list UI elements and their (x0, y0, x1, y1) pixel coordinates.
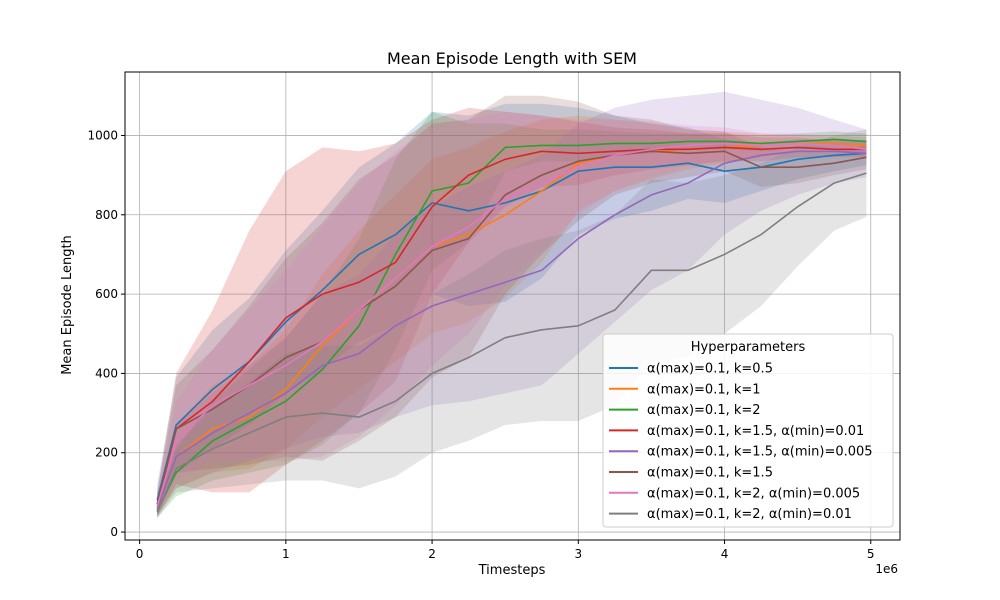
legend-title: Hyperparameters (691, 340, 806, 355)
x-axis-ticks: 0 1 2 3 4 5 (136, 540, 875, 561)
legend-label-7: α(max)=0.1, k=2, α(min)=0.005 (647, 486, 860, 501)
y-tick-label: 0 (110, 525, 118, 539)
x-tick-label: 2 (428, 547, 436, 561)
series-line-4 (156, 146, 867, 505)
y-tick-label: 400 (95, 366, 118, 380)
sem-band-3 (157, 111, 867, 519)
series-line-1 (156, 152, 867, 501)
sem-band-8 (157, 129, 867, 519)
legend-label-6: α(max)=0.1, k=1.5 (647, 466, 773, 481)
y-tick-label: 800 (95, 208, 118, 222)
series-line-8 (156, 172, 867, 513)
legend-label-5: α(max)=0.1, k=1.5, α(min)=0.005 (647, 445, 873, 460)
x-tick-label: 0 (136, 547, 144, 561)
y-tick-label: 600 (95, 287, 118, 301)
legend-items: α(max)=0.1, k=0.5 α(max)=0.1, k=1 α(max)=0… (609, 362, 873, 522)
legend-box (602, 333, 894, 528)
y-tick-label: 200 (95, 446, 118, 460)
legend-label-1: α(max)=0.1, k=0.5 (647, 362, 773, 377)
y-axis-ticks: 0 200 400 600 800 1000 (87, 128, 125, 539)
series-line-7 (156, 142, 867, 507)
y-axis-label: Mean Episode Length (60, 235, 75, 375)
series-line-2 (156, 142, 867, 509)
legend-label-4: α(max)=0.1, k=1.5, α(min)=0.01 (647, 424, 864, 439)
legend: Hyperparameters α(max)=0.1, k=0.5α(max)=… (602, 333, 894, 528)
series-line-3 (156, 138, 867, 511)
y-tick-label: 1000 (87, 128, 118, 142)
x-tick-label: 3 (574, 547, 582, 561)
sem-band-1 (157, 103, 867, 517)
x-axis-label: Timesteps (478, 563, 546, 578)
sem-band-5 (157, 91, 867, 517)
x-axis-offset-label: 1e6 (875, 562, 898, 576)
plot-frame (124, 71, 901, 541)
sem-band-6 (157, 95, 867, 517)
legend-label-3: α(max)=0.1, k=2 (647, 403, 761, 418)
x-tick-label: 4 (721, 547, 729, 561)
legend-label-8: α(max)=0.1, k=2, α(min)=0.01 (647, 507, 852, 522)
series-lines (156, 138, 867, 513)
chart-title: Mean Episode Length with SEM (387, 49, 637, 68)
legend-label-2: α(max)=0.1, k=1 (647, 382, 761, 397)
x-tick-label: 5 (867, 547, 875, 561)
x-tick-label: 1 (282, 547, 290, 561)
series-line-5 (156, 150, 867, 509)
series-line-6 (156, 150, 867, 505)
